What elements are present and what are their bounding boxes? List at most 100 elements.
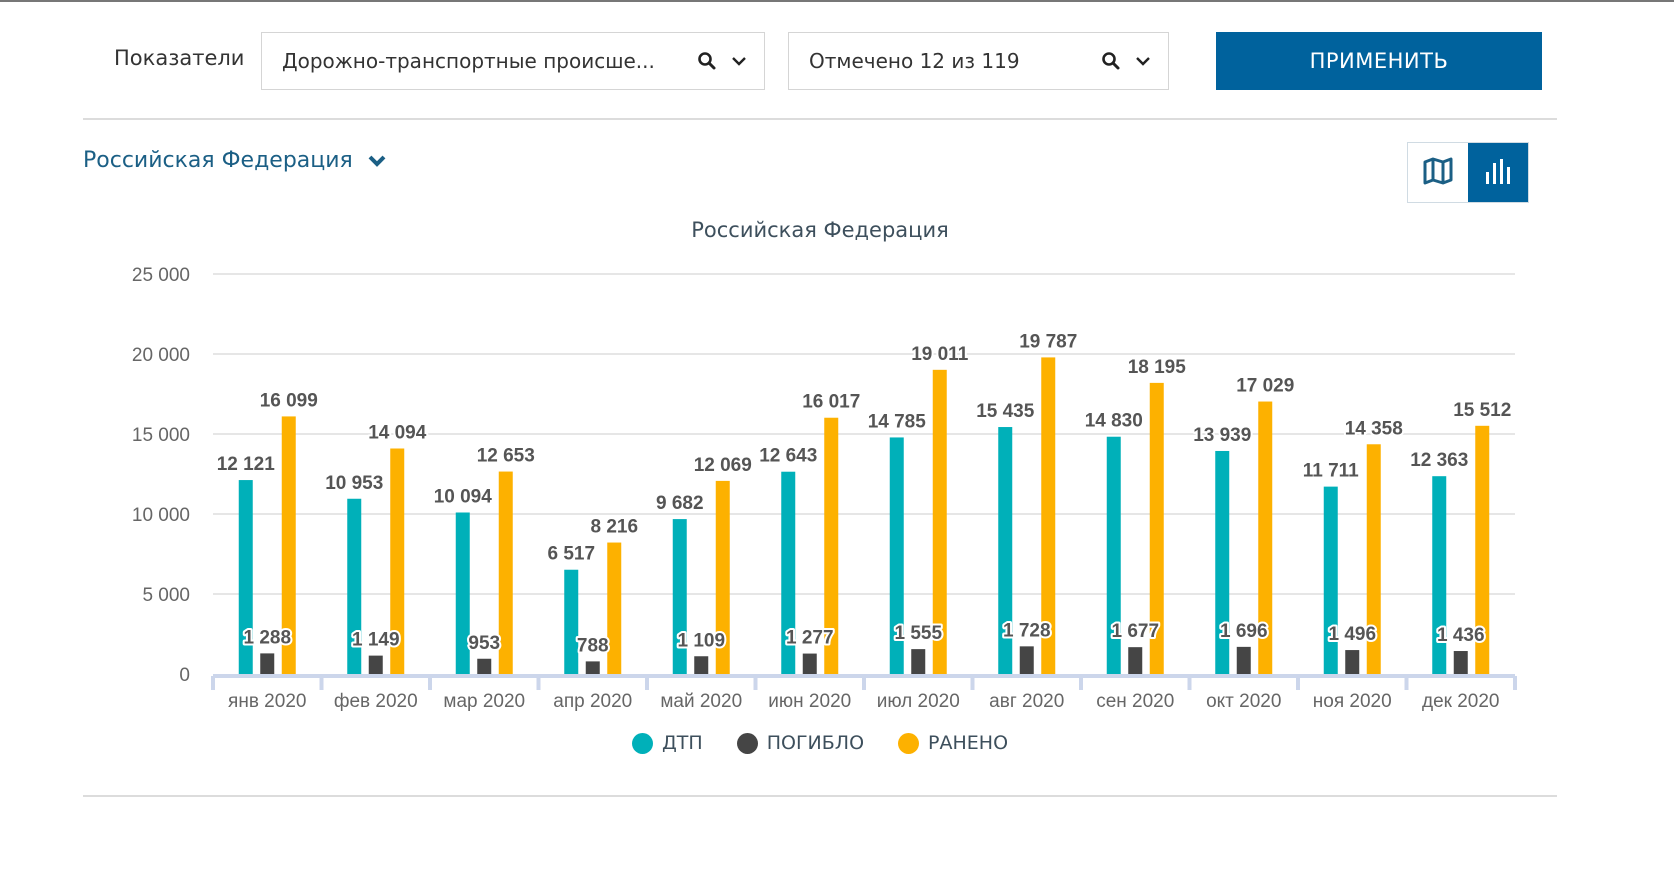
bar-1 — [585, 661, 600, 674]
bar-2 — [1258, 401, 1273, 674]
chart-view-button[interactable] — [1468, 143, 1528, 202]
legend-dot-icon — [631, 732, 653, 754]
search-icon[interactable] — [696, 50, 718, 72]
indicator-select[interactable]: Дорожно-транспортные происше... — [261, 32, 765, 90]
legend-item[interactable]: РАНЕНО — [898, 732, 1008, 754]
y-tick-label: 25 000 — [132, 265, 190, 286]
chevron-down-icon[interactable] — [1132, 50, 1154, 72]
bottom-divider — [83, 795, 1557, 797]
chart-title: Российская Федерация — [691, 218, 949, 242]
x-tick-label: июн 2020 — [768, 691, 851, 712]
bar-1 — [1453, 651, 1468, 674]
bar-1 — [911, 649, 926, 674]
data-label-1: 953 — [468, 633, 500, 654]
data-label-2: 12 069 — [694, 455, 752, 476]
bar-2 — [390, 448, 405, 674]
region-label: Российская Федерация — [83, 148, 353, 173]
bar-0 — [347, 498, 362, 674]
bar-2 — [1366, 444, 1381, 674]
bar-2 — [607, 542, 622, 674]
items-select[interactable]: Отмечено 12 из 119 — [788, 32, 1169, 90]
data-label-0: 12 121 — [217, 454, 276, 475]
legend-item[interactable]: ПОГИБЛО — [736, 732, 865, 754]
legend-item[interactable]: ДТП — [631, 732, 703, 754]
top-divider — [83, 118, 1557, 120]
data-label-0: 11 711 — [1303, 461, 1359, 482]
x-tick-label: июл 2020 — [877, 691, 960, 712]
bar-chart-icon — [1483, 156, 1513, 190]
y-tick-label: 15 000 — [132, 425, 190, 446]
data-label-1: 1 288 — [243, 627, 291, 648]
bar-1 — [260, 653, 275, 674]
bar-2 — [1475, 425, 1490, 674]
apply-button[interactable]: ПРИМЕНИТЬ — [1216, 32, 1542, 90]
bar-0 — [889, 437, 904, 674]
bar-1 — [1019, 646, 1034, 674]
data-label-0: 10 953 — [325, 473, 383, 494]
indicators-label: Показатели — [114, 46, 245, 70]
data-label-2: 15 512 — [1453, 400, 1511, 421]
data-label-0: 9 682 — [656, 493, 704, 514]
legend-dot-icon — [736, 732, 758, 754]
x-tick-label: янв 2020 — [228, 691, 306, 712]
chevron-down-icon[interactable] — [728, 50, 750, 72]
data-label-1: 1 696 — [1220, 621, 1268, 642]
map-view-button[interactable] — [1408, 143, 1468, 202]
x-tick-label: апр 2020 — [553, 691, 632, 712]
data-label-2: 17 029 — [1236, 376, 1294, 397]
data-label-1: 1 677 — [1111, 621, 1159, 642]
data-label-2: 14 094 — [368, 422, 427, 443]
x-tick-label: сен 2020 — [1096, 691, 1174, 712]
search-icon[interactable] — [1100, 50, 1122, 72]
legend-label: ПОГИБЛО — [766, 732, 865, 754]
bar-0 — [1432, 476, 1447, 674]
x-tick-label: авг 2020 — [989, 691, 1064, 712]
bar-2 — [932, 369, 947, 674]
data-label-2: 16 017 — [802, 392, 860, 413]
data-label-1: 1 109 — [677, 630, 725, 651]
bar-0 — [238, 480, 253, 674]
data-label-1: 1 496 — [1328, 624, 1376, 645]
legend-label: РАНЕНО — [928, 732, 1009, 754]
y-tick-label: 0 — [179, 665, 190, 686]
bar-0 — [672, 519, 687, 674]
bar-2 — [715, 480, 730, 674]
bar-1 — [1236, 646, 1251, 674]
data-label-0: 12 363 — [1410, 450, 1468, 471]
data-label-2: 12 653 — [477, 446, 535, 467]
data-label-1: 1 149 — [352, 630, 400, 651]
data-label-0: 14 830 — [1085, 411, 1143, 432]
x-tick-label: май 2020 — [660, 691, 742, 712]
data-label-0: 15 435 — [976, 401, 1035, 422]
y-tick-label: 20 000 — [132, 345, 190, 366]
data-label-1: 1 728 — [1003, 620, 1051, 641]
chart-legend: ДТП ПОГИБЛО РАНЕНО — [0, 732, 1640, 754]
items-select-value: Отмечено 12 из 119 — [809, 49, 1020, 73]
bar-0 — [1215, 450, 1230, 674]
region-selector[interactable]: Российская Федерация — [83, 148, 387, 173]
x-tick-label: ноя 2020 — [1313, 691, 1392, 712]
x-tick-label: дек 2020 — [1422, 691, 1500, 712]
data-label-2: 8 216 — [590, 517, 638, 538]
bar-0 — [564, 569, 579, 674]
data-label-1: 1 555 — [894, 623, 942, 644]
map-icon — [1422, 157, 1454, 189]
x-tick-label: фев 2020 — [334, 691, 418, 712]
data-label-1: 788 — [577, 635, 609, 656]
bar-1 — [1345, 650, 1360, 674]
data-label-1: 1 436 — [1437, 625, 1485, 646]
bar-2 — [281, 416, 296, 674]
y-tick-label: 10 000 — [132, 505, 190, 526]
data-label-0: 13 939 — [1193, 425, 1251, 446]
data-label-2: 14 358 — [1345, 418, 1403, 439]
bar-1 — [694, 656, 709, 674]
bar-2 — [1041, 357, 1056, 674]
bar-1 — [802, 653, 817, 674]
data-label-2: 19 787 — [1019, 331, 1077, 352]
chevron-down-icon — [367, 151, 387, 171]
bar-2 — [824, 417, 839, 674]
bar-2 — [498, 471, 513, 674]
view-toggle — [1407, 142, 1529, 203]
data-label-0: 10 094 — [434, 486, 493, 507]
